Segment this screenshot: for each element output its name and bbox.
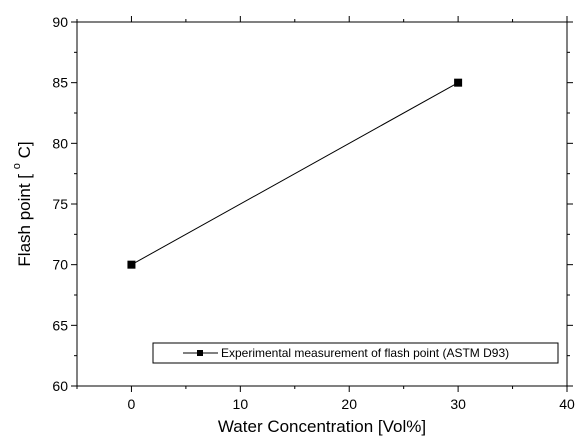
data-point-marker xyxy=(454,78,463,87)
x-tick-label: 20 xyxy=(341,396,357,412)
y-tick-label: 75 xyxy=(52,196,68,212)
series-line xyxy=(131,82,459,266)
y-tick-label: 80 xyxy=(52,135,68,151)
y-tick-label: 60 xyxy=(52,378,68,394)
y-tick-label: 90 xyxy=(52,14,68,30)
legend-box xyxy=(152,342,559,364)
legend-entry-label: Experimental measurement of flash point … xyxy=(221,346,509,360)
x-tick-label: 10 xyxy=(233,396,249,412)
y-tick-label: 70 xyxy=(52,257,68,273)
x-tick-label: 40 xyxy=(559,396,575,412)
y-tick-label: 65 xyxy=(52,317,68,333)
x-tick-labels: 0 10 20 30 40 xyxy=(128,396,575,412)
y-axis-title-degree: o xyxy=(11,163,23,169)
y-tick-label: 85 xyxy=(52,75,68,91)
y-axis-title-unit: C] xyxy=(15,141,34,158)
legend: Experimental measurement of flash point … xyxy=(152,342,559,364)
svg-text:Flash point [ o C]: Flash point [ o C] xyxy=(5,141,34,266)
y-axis-title-main: Flash point [ xyxy=(15,174,34,267)
data-point-marker xyxy=(127,260,136,269)
y-axis-title: Flash point [ o C] xyxy=(5,141,34,266)
x-axis-ticks xyxy=(76,16,568,392)
plot-area-frame xyxy=(76,21,568,387)
y-axis-ticks xyxy=(71,21,573,387)
x-tick-label: 30 xyxy=(450,396,466,412)
series-layer xyxy=(127,78,463,269)
y-tick-labels: 60 65 70 75 80 85 90 xyxy=(52,14,68,394)
x-axis-title: Water Concentration [Vol%] xyxy=(218,417,426,436)
legend-marker-square xyxy=(197,350,203,356)
x-tick-label: 0 xyxy=(128,396,136,412)
